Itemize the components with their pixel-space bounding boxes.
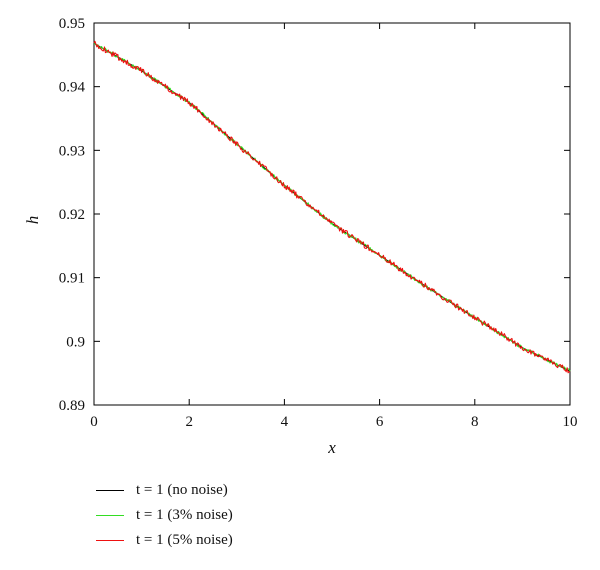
series-line-0 bbox=[93, 42, 571, 372]
legend-entry-5pct-noise: t = 1 (5% noise) bbox=[96, 528, 233, 553]
y-axis-title: h bbox=[23, 216, 42, 225]
x-tick-label: 10 bbox=[563, 414, 578, 430]
y-tick-label: 0.89 bbox=[59, 398, 85, 414]
y-tick-label: 0.92 bbox=[59, 207, 85, 223]
x-tick-label: 6 bbox=[376, 414, 384, 430]
y-tick-label: 0.91 bbox=[59, 271, 85, 287]
x-tick-label: 8 bbox=[471, 414, 479, 430]
legend: t = 1 (no noise) t = 1 (3% noise) t = 1 … bbox=[96, 478, 233, 553]
series-line-2 bbox=[93, 40, 571, 374]
y-tick-label: 0.9 bbox=[66, 334, 85, 350]
series-line-1 bbox=[93, 43, 571, 372]
x-tick-label: 0 bbox=[90, 414, 98, 430]
plot-frame bbox=[93, 22, 571, 406]
legend-entry-no-noise: t = 1 (no noise) bbox=[96, 478, 233, 503]
legend-swatch-black bbox=[96, 490, 124, 491]
x-axis-title: x bbox=[327, 438, 336, 457]
line-chart: 0 2 4 6 8 10 0.89 0.9 0.91 0.92 0.93 0.94 0.95 x h bbox=[23, 16, 578, 457]
legend-label-no-noise: t = 1 (no noise) bbox=[136, 482, 228, 498]
x-tick-label: 4 bbox=[281, 414, 289, 430]
y-tick-label: 0.95 bbox=[59, 16, 85, 32]
axis-ticks: 0 2 4 6 8 10 0.89 0.9 0.91 0.92 0.93 0.94 0.95 bbox=[59, 16, 578, 430]
y-tick-label: 0.94 bbox=[59, 80, 86, 96]
legend-swatch-green bbox=[96, 515, 124, 516]
x-tick-label: 2 bbox=[185, 414, 193, 430]
y-tick-label: 0.93 bbox=[59, 143, 85, 159]
series-layer bbox=[93, 40, 571, 374]
legend-entry-3pct-noise: t = 1 (3% noise) bbox=[96, 503, 233, 528]
legend-swatch-red bbox=[96, 540, 124, 541]
legend-label-3pct-noise: t = 1 (3% noise) bbox=[136, 507, 233, 523]
legend-label-5pct-noise: t = 1 (5% noise) bbox=[136, 532, 233, 548]
